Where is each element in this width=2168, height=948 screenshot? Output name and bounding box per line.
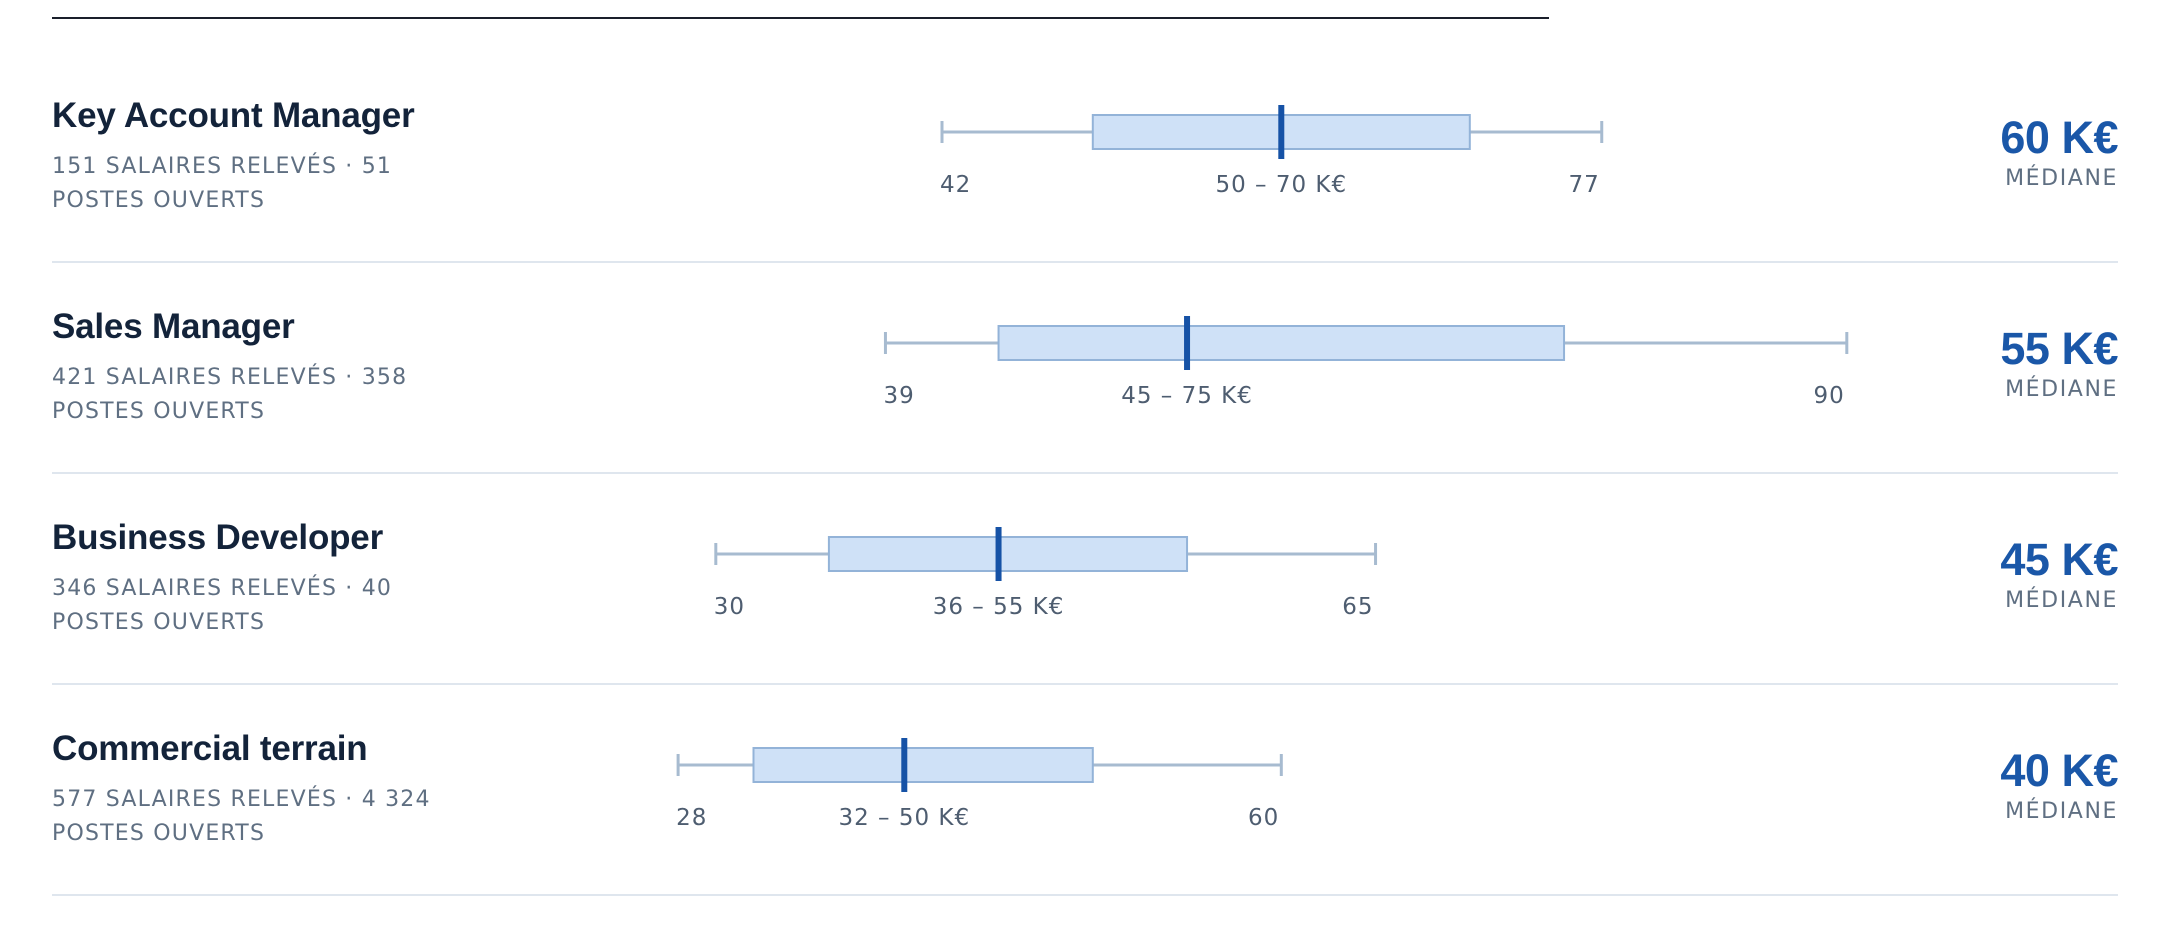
median-label: MÉDIANE bbox=[2005, 799, 2118, 824]
job-title: Business Developer bbox=[52, 518, 383, 557]
boxplot: 28 60 32 – 50 K€ bbox=[676, 738, 1283, 831]
iqr-range-label: 50 – 70 K€ bbox=[1215, 172, 1347, 198]
max-label: 60 bbox=[1248, 805, 1279, 831]
iqr-box bbox=[827, 536, 1189, 572]
salary-row: Sales Manager 421 SALAIRES RELEVÉS · 358… bbox=[52, 263, 2118, 474]
median-block: 40 K€ MÉDIANE bbox=[2000, 745, 2118, 824]
job-meta: 421 SALAIRES RELEVÉS · 358 POSTES OUVERT… bbox=[52, 365, 408, 424]
job-meta: 151 SALAIRES RELEVÉS · 51 POSTES OUVERTS bbox=[52, 154, 393, 213]
salary-row: Commercial terrain 577 SALAIRES RELEVÉS … bbox=[52, 685, 2118, 896]
min-label: 42 bbox=[940, 172, 971, 198]
iqr-box bbox=[997, 325, 1566, 361]
job-meta: 577 SALAIRES RELEVÉS · 4 324 POSTES OUVE… bbox=[52, 787, 431, 846]
boxplot: 42 77 50 – 70 K€ bbox=[940, 105, 1604, 198]
median-label: MÉDIANE bbox=[2005, 377, 2118, 402]
min-label: 28 bbox=[676, 805, 707, 831]
median-value: 60 K€ bbox=[2000, 112, 2118, 163]
max-label: 90 bbox=[1814, 383, 1845, 409]
salary-row: Business Developer 346 SALAIRES RELEVÉS … bbox=[52, 474, 2118, 685]
median-block: 60 K€ MÉDIANE bbox=[2000, 112, 2118, 191]
iqr-range-label: 32 – 50 K€ bbox=[838, 805, 970, 831]
job-title: Key Account Manager bbox=[52, 96, 415, 135]
min-label: 30 bbox=[714, 594, 745, 620]
median-label: MÉDIANE bbox=[2005, 588, 2118, 613]
job-title: Commercial terrain bbox=[52, 729, 368, 768]
salary-list: Key Account Manager 151 SALAIRES RELEVÉS… bbox=[52, 52, 2118, 896]
top-divider bbox=[52, 17, 1549, 19]
boxplot: 30 65 36 – 55 K€ bbox=[714, 527, 1378, 620]
max-label: 65 bbox=[1342, 594, 1373, 620]
iqr-range-label: 36 – 55 K€ bbox=[933, 594, 1065, 620]
median-value: 55 K€ bbox=[2000, 323, 2118, 374]
job-meta: 346 SALAIRES RELEVÉS · 40 POSTES OUVERTS bbox=[52, 576, 393, 635]
boxplot: 39 90 45 – 75 K€ bbox=[883, 316, 1849, 409]
job-title: Sales Manager bbox=[52, 307, 295, 346]
iqr-box bbox=[752, 747, 1094, 783]
median-value: 40 K€ bbox=[2000, 745, 2118, 796]
max-label: 77 bbox=[1568, 172, 1599, 198]
median-label: MÉDIANE bbox=[2005, 166, 2118, 191]
median-block: 55 K€ MÉDIANE bbox=[2000, 323, 2118, 402]
median-value: 45 K€ bbox=[2000, 534, 2118, 585]
iqr-range-label: 45 – 75 K€ bbox=[1121, 383, 1253, 409]
median-block: 45 K€ MÉDIANE bbox=[2000, 534, 2118, 613]
salary-row: Key Account Manager 151 SALAIRES RELEVÉS… bbox=[52, 52, 2118, 263]
min-label: 39 bbox=[883, 383, 914, 409]
